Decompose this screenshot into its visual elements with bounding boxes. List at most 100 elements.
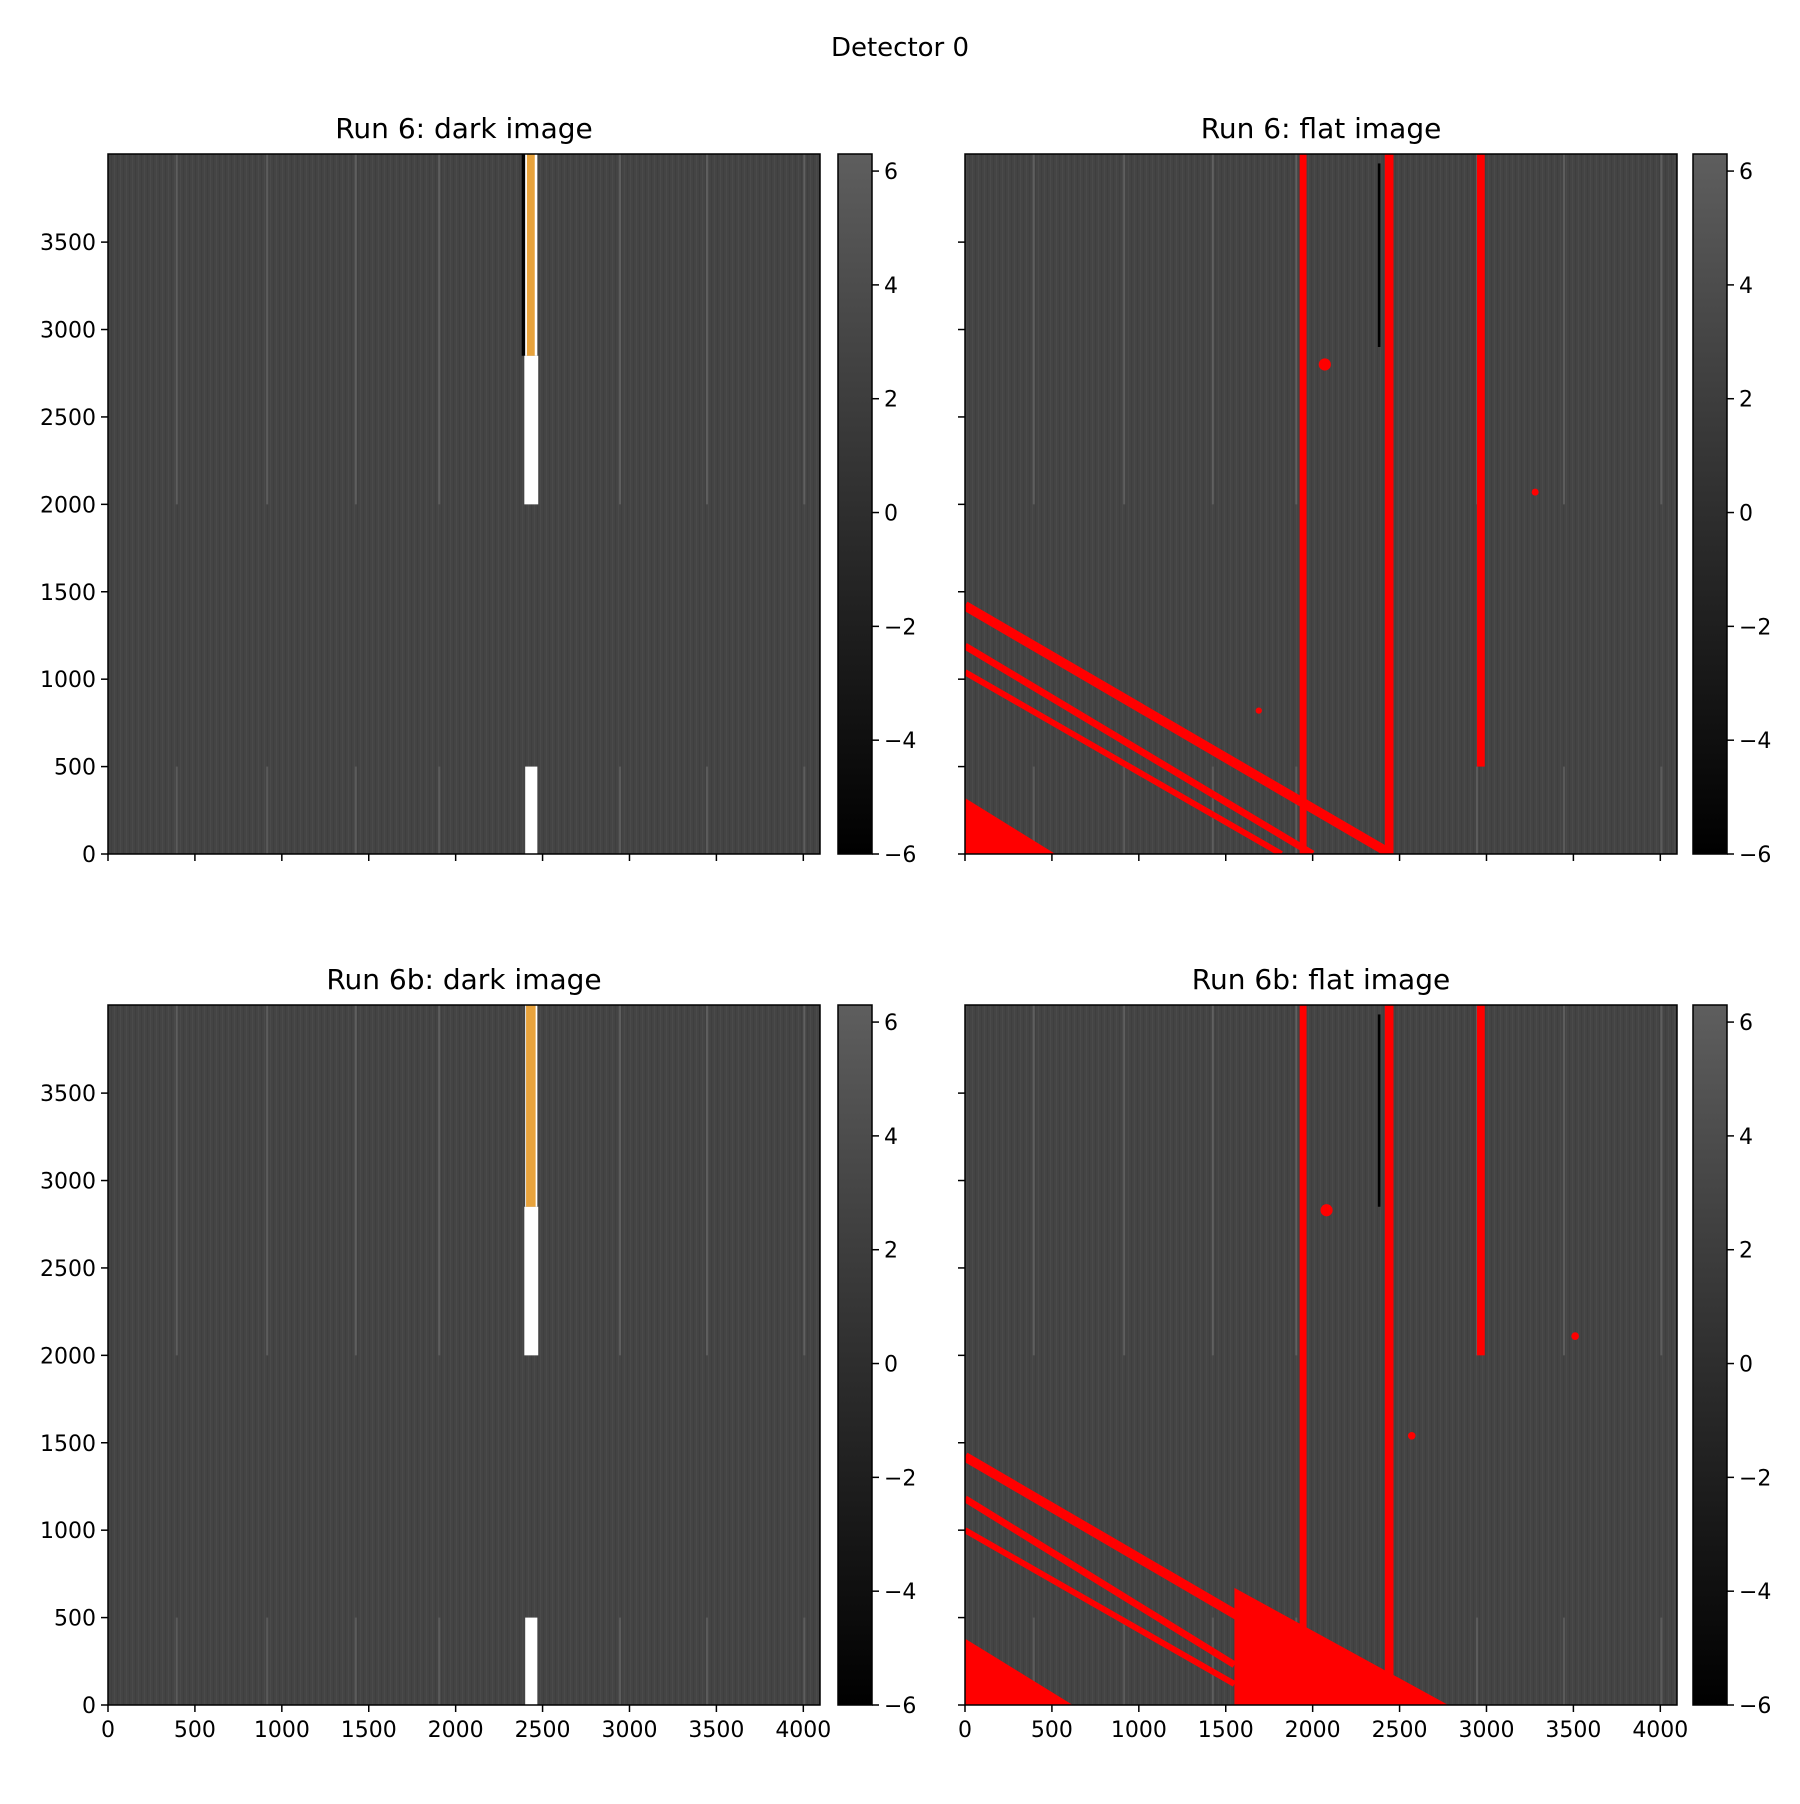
colorbar-fill bbox=[1692, 153, 1728, 855]
heatmap-streak bbox=[438, 766, 441, 854]
heatmap-streak bbox=[438, 154, 441, 505]
colorbar-tick-label: 0 bbox=[884, 502, 898, 527]
x-tick-label: 1000 bbox=[1111, 1718, 1167, 1743]
colorbar-fill bbox=[1692, 1004, 1728, 1706]
x-tick-label: 1500 bbox=[341, 1718, 397, 1743]
heatmap-streak bbox=[705, 154, 708, 505]
x-tick-label: 4000 bbox=[775, 1718, 831, 1743]
heatmap-dot-feature bbox=[1318, 358, 1331, 371]
heatmap-streak bbox=[1562, 766, 1565, 854]
heatmap-column-feature bbox=[1377, 1014, 1381, 1207]
x-tick-label: 2500 bbox=[1372, 1718, 1428, 1743]
heatmap-streak bbox=[1562, 154, 1565, 505]
panel-title: Run 6b: flat image bbox=[1192, 963, 1450, 996]
heatmap-streak bbox=[619, 1005, 622, 1356]
y-tick-label: 500 bbox=[54, 756, 96, 781]
heatmap-streak bbox=[803, 1617, 806, 1705]
colorbar-tick-label: 6 bbox=[884, 160, 898, 185]
panel-title: Run 6: dark image bbox=[335, 112, 593, 145]
heatmap-column-feature bbox=[526, 154, 535, 356]
y-tick-label: 3500 bbox=[40, 1082, 96, 1107]
heatmap-column-feature bbox=[1377, 163, 1381, 348]
heatmap-band-feature bbox=[965, 601, 1394, 854]
colorbar: 6 4 2 0 −2 −4 −6 bbox=[1692, 153, 1771, 868]
heatmap-streak bbox=[175, 1617, 178, 1705]
heatmap-streak bbox=[1660, 1005, 1663, 1356]
x-tick-label: 0 bbox=[101, 1718, 115, 1743]
y-tick-label: 1500 bbox=[40, 1432, 96, 1457]
y-tick-label: 2500 bbox=[40, 1257, 96, 1282]
colorbar-tick-label: 4 bbox=[884, 274, 898, 299]
heatmap-streak bbox=[1032, 766, 1035, 854]
y-tick-label: 2000 bbox=[40, 493, 96, 518]
y-tick-label: 1500 bbox=[40, 581, 96, 606]
heatmap-streak bbox=[175, 766, 178, 854]
y-tick-label: 0 bbox=[82, 1694, 96, 1719]
heatmap-image bbox=[965, 154, 1677, 854]
panel-2: Run 6: flat image 6 4 2 0 −2 −4 −6 bbox=[958, 112, 1771, 868]
colorbar-tick-label: −2 bbox=[1739, 615, 1771, 640]
heatmap-streak bbox=[705, 1617, 708, 1705]
y-tick-label: 3500 bbox=[40, 231, 96, 256]
heatmap-streak bbox=[1123, 154, 1126, 505]
heatmap-streak bbox=[1660, 1617, 1663, 1705]
colorbar: 6 4 2 0 −2 −4 −6 bbox=[837, 1004, 916, 1719]
heatmap-streak bbox=[354, 1005, 357, 1356]
heatmap-streak bbox=[354, 766, 357, 854]
x-tick-label: 500 bbox=[1031, 1718, 1073, 1743]
heatmap-streak bbox=[1660, 154, 1663, 505]
heatmap-streak bbox=[1295, 1005, 1298, 1356]
colorbar-tick-label: −4 bbox=[884, 729, 916, 754]
heatmap-streak bbox=[438, 1617, 441, 1705]
x-tick-label: 500 bbox=[174, 1718, 216, 1743]
heatmap-streak bbox=[266, 766, 269, 854]
heatmap-column-feature bbox=[521, 154, 526, 356]
colorbar-tick-label: −4 bbox=[1739, 729, 1771, 754]
figure-suptitle: Detector 0 bbox=[831, 33, 969, 63]
heatmap-streak bbox=[266, 1617, 269, 1705]
heatmap-image bbox=[108, 154, 820, 854]
heatmap-streak bbox=[1123, 766, 1126, 854]
heatmap-column-feature bbox=[1476, 1005, 1485, 1356]
heatmap-streak bbox=[803, 766, 806, 854]
heatmap-column-feature bbox=[524, 1206, 539, 1356]
heatmap-streak bbox=[1032, 1005, 1035, 1356]
heatmap-streak bbox=[1123, 1617, 1126, 1705]
heatmap-image bbox=[108, 1005, 820, 1705]
colorbar: 6 4 2 0 −2 −4 −6 bbox=[1692, 1004, 1771, 1719]
colorbar-tick-label: 4 bbox=[884, 1125, 898, 1150]
colorbar-tick-label: −2 bbox=[1739, 1466, 1771, 1491]
colorbar-tick-label: 4 bbox=[1739, 274, 1753, 299]
colorbar-tick-label: −2 bbox=[884, 615, 916, 640]
colorbar-tick-label: −6 bbox=[1739, 1694, 1771, 1719]
x-tick-label: 3000 bbox=[1458, 1718, 1514, 1743]
heatmap-band-feature bbox=[965, 1527, 1236, 1687]
colorbar: 6 4 2 0 −2 −4 −6 bbox=[837, 153, 916, 868]
panel-1: Run 6: dark image 0 500 1000 1500 2000 2500 300… bbox=[40, 112, 916, 868]
heatmap-band-feature bbox=[965, 1495, 1237, 1668]
colorbar-tick-label: 6 bbox=[1739, 1011, 1753, 1036]
colorbar-tick-label: 0 bbox=[1739, 502, 1753, 527]
colorbar-tick-label: −4 bbox=[884, 1580, 916, 1605]
colorbar-tick-label: 6 bbox=[884, 1011, 898, 1036]
heatmap-streak bbox=[175, 1005, 178, 1356]
heatmap-column-feature bbox=[525, 1617, 538, 1705]
heatmap-region-feature bbox=[965, 1638, 1073, 1705]
colorbar-tick-label: −6 bbox=[1739, 843, 1771, 868]
heatmap-region-feature bbox=[965, 798, 1056, 854]
colorbar-tick-label: 4 bbox=[1739, 1125, 1753, 1150]
heatmap-background bbox=[108, 154, 820, 854]
heatmap-region-feature bbox=[1234, 1587, 1449, 1705]
heatmap-streak bbox=[354, 1617, 357, 1705]
colorbar-fill bbox=[837, 1004, 873, 1706]
heatmap-streak bbox=[619, 1617, 622, 1705]
heatmap-streak bbox=[266, 1005, 269, 1356]
y-tick-label: 1000 bbox=[40, 668, 96, 693]
x-tick-label: 2000 bbox=[1285, 1718, 1341, 1743]
heatmap-streak bbox=[619, 154, 622, 505]
x-tick-label: 3500 bbox=[1545, 1718, 1601, 1743]
colorbar-tick-label: 6 bbox=[1739, 160, 1753, 185]
